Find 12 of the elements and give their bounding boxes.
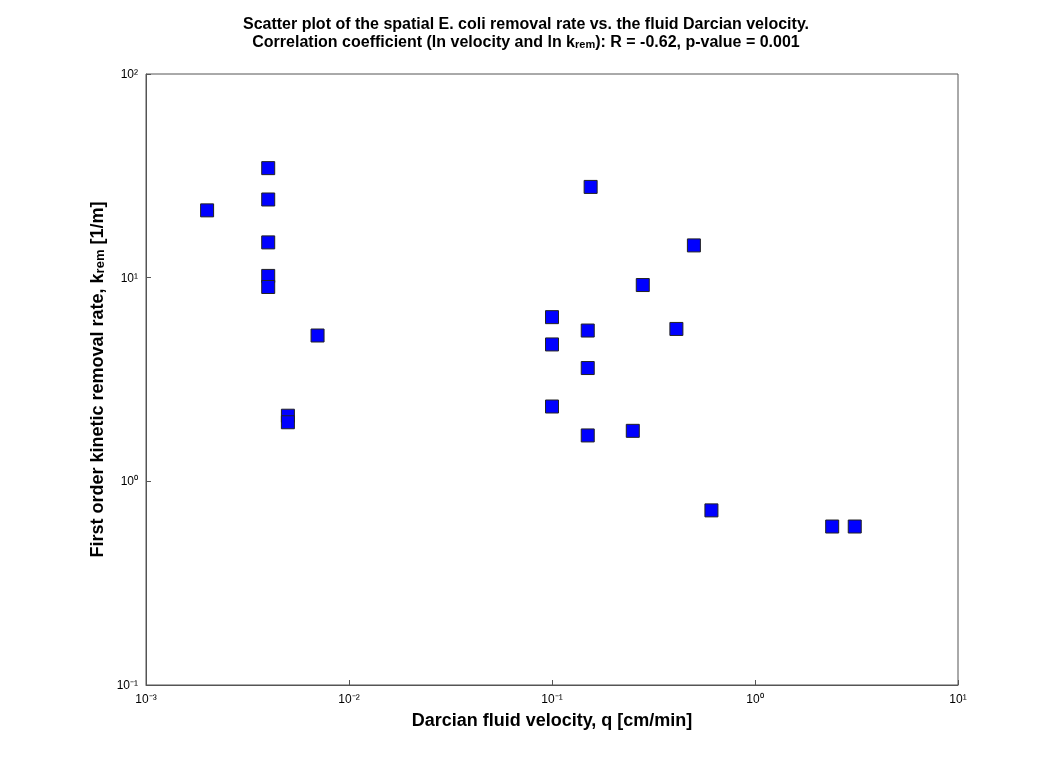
y-tick-label: 10¹: [120, 270, 138, 285]
y-tick-label: 10²: [120, 67, 138, 81]
chart-subtitle: Correlation coefficient (ln velocity and ln krem): R = -0.62, p-value = 0.001: [252, 32, 800, 50]
x-tick-label: 10⁰: [746, 692, 764, 706]
y-tick-label: 10⁰: [120, 474, 138, 489]
x-tick-label: 10⁻²: [338, 692, 360, 706]
x-tick-label: 10⁻¹: [541, 692, 563, 706]
y-tick-label: 10⁻¹: [116, 678, 138, 692]
x-axis-title: Darcian fluid velocity, q [cm/min]: [411, 710, 693, 730]
x-tick-label: 10¹: [949, 692, 967, 706]
chart-title: Scatter plot of the spatial E. coli removal rate vs. the fluid Darcian velocity.: [242, 14, 810, 32]
x-tick-label: 10⁻³: [135, 692, 157, 706]
